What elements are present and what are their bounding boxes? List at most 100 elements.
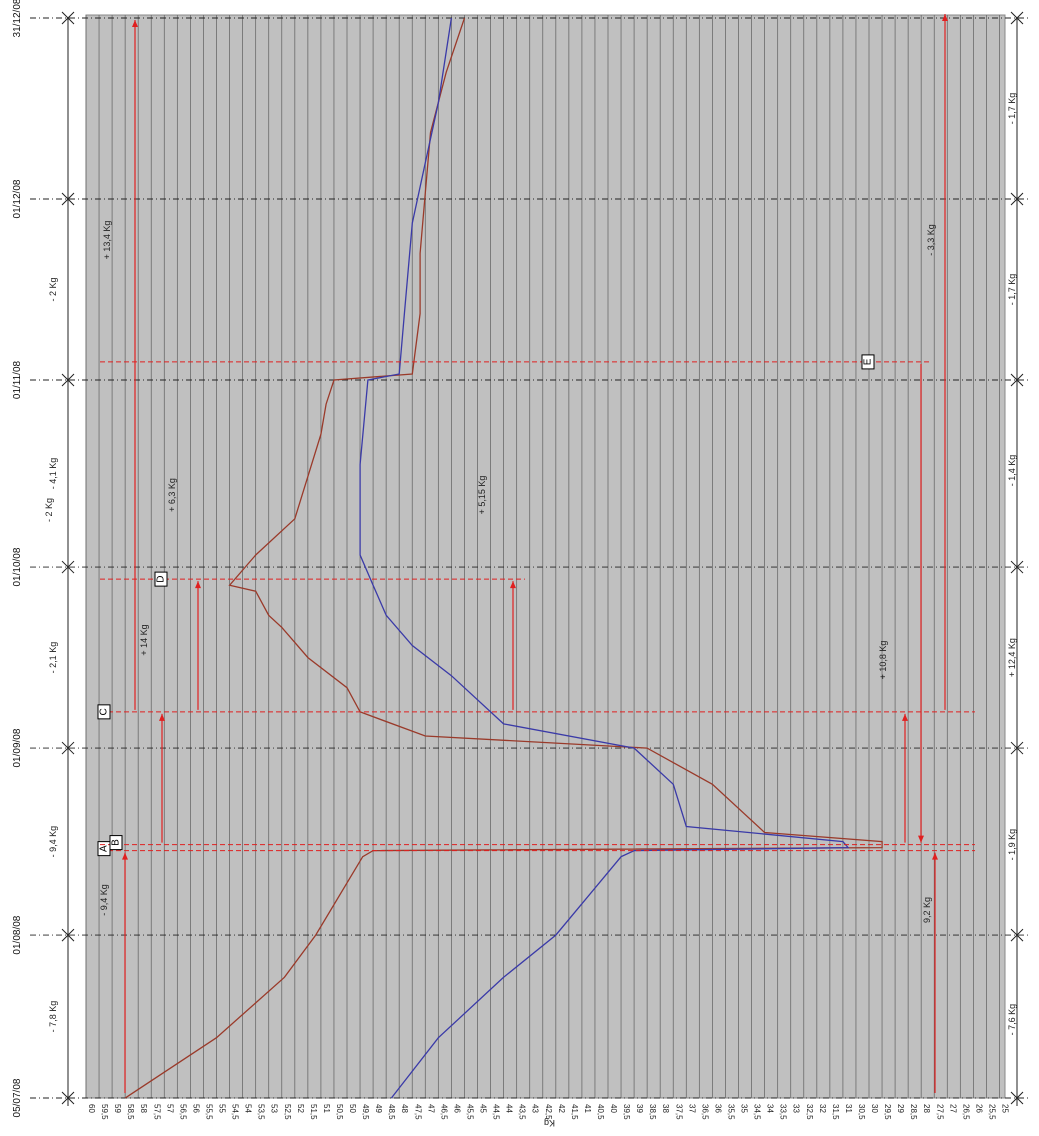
annotation-box-e [861,354,875,370]
arrow-top-loss-head [122,852,128,860]
interval-label-top: - 9,4 Kg [48,826,58,858]
kg-tick-label: 40 [609,1104,618,1113]
gridlines [85,15,1000,1098]
arrow-value-label: - 2 Kg [44,498,54,522]
date-marker-left [61,741,75,755]
kg-tick-label: 44 [505,1104,514,1113]
date-marker-right [1010,1091,1024,1105]
date-marker-right [1010,560,1024,574]
kg-tick-label: 45 [479,1104,488,1113]
interval-label-bottom: - 1,9 Kg [1007,829,1017,861]
kg-tick-label: 43,5 [518,1104,527,1120]
kg-tick-label: 57,5 [152,1104,161,1120]
annotation-box-c [97,704,111,720]
annotations: - 7,8 Kg - 9,4 Kg - 2,1 Kg - 4,1 Kg - 2 Kg - … [44,14,1017,1093]
kg-tick-label: 36 [713,1104,722,1113]
date-label: 01/10/08 [12,547,23,586]
date-label: 01/12/08 [12,179,23,218]
date-label: 05/07/08 [12,1078,23,1117]
kg-tick-label: 27 [948,1104,957,1113]
kg-tick-label: 37 [687,1104,696,1113]
annotation-label-c: C [99,708,110,715]
arrow-top-gain-14-head [159,713,165,721]
arrow-value-label: + 14 Kg [139,624,149,655]
kg-tick-label: 38 [661,1104,670,1113]
kg-tick-label: 46 [452,1104,461,1113]
date-label: 31/12/08 [12,0,23,37]
date-label: 01/11/08 [12,360,23,399]
arrow-top-gain-6-3-head [195,581,201,589]
kg-tick-label: 59,5 [100,1104,109,1120]
kg-tick-label: 35 [740,1104,749,1113]
date-marker-right [1010,741,1024,755]
arrow-value-label: 9,2 Kg [922,897,932,923]
kg-tick-label: 29 [896,1104,905,1113]
kg-tick-label: 38,5 [648,1104,657,1120]
kg-tick-label: 48,5 [387,1104,396,1120]
kg-tick-label: 55,5 [204,1104,213,1120]
date-label: 01/09/08 [12,728,23,767]
kg-tick-label: 52 [296,1104,305,1113]
interval-label-bottom: - 7,6 Kg [1007,1004,1017,1036]
kg-tick-label: 43 [531,1104,540,1113]
date-marker-right [1010,192,1024,206]
annotation-label-d: D [156,576,167,583]
interval-label-bottom: - 1,7 Kg [1007,93,1017,125]
interval-label-bottom: - 1,4 Kg [1007,455,1017,487]
kg-tick-label: 40,5 [596,1104,605,1120]
kg-tick-label: 27,5 [935,1104,944,1120]
kg-tick-label: 41 [583,1104,592,1113]
date-marker-right [1010,928,1024,942]
kg-tick-label: 45,5 [465,1104,474,1120]
kg-axis: 60 59,5 59 58,5 58 57,5 57 56,5 56 55,5 55 54,5 54 53… [87,1104,1010,1120]
date-marker-left [61,1091,75,1105]
kg-tick-label: 54,5 [231,1104,240,1120]
date-label: 01/08/08 [12,915,23,954]
series-line-2 [359,17,850,1099]
kg-tick-label: 35,5 [726,1104,735,1120]
interval-label-top: - 4,1 Kg [48,458,58,490]
kg-tick-label: 42,5 [544,1104,553,1120]
date-marker-left [61,11,75,25]
kg-tick-label: 50,5 [335,1104,344,1120]
kg-tick-label: 60 [87,1104,96,1113]
kg-tick-label: 59 [113,1104,122,1113]
kg-tick-label: 31,5 [831,1104,840,1120]
arrow-bottom-gain-12-4-head [942,14,948,21]
date-axis: 05/07/08 01/08/08 01/09/08 01/10/08 01/11/08… [12,0,1030,1117]
kg-tick-label: 41,5 [570,1104,579,1120]
kg-tick-label: 56 [191,1104,200,1113]
date-marker-left [61,373,75,387]
interval-label-top: - 2,1 Kg [48,642,58,674]
kg-tick-label: 44,5 [492,1104,501,1120]
kg-tick-label: 56,5 [178,1104,187,1120]
arrow-value-label: - 9,4 Kg [99,884,109,916]
interval-label-top: - 2 Kg [48,278,58,302]
kg-tick-label: 30 [870,1104,879,1113]
kg-tick-label: 50 [348,1104,357,1113]
arrow-mid-gain-head [510,581,516,589]
arrow-value-label: + 6,3 Kg [167,478,177,512]
arrow-bottom-drop-head [918,835,924,843]
kg-tick-label: 25,5 [987,1104,996,1120]
kg-tick-label: 42 [557,1104,566,1113]
date-marker-left [61,928,75,942]
annotation-box-b [109,835,123,851]
annotation-label-a: A [99,845,110,852]
arrow-top-gain-13-4-head [132,20,138,27]
kg-tick-label: 39,5 [622,1104,631,1120]
arrow-bottom-loss-head [932,852,938,860]
date-marker-left [61,560,75,574]
kg-tick-label: 53,5 [257,1104,266,1120]
arrow-value-label: + 13,4 Kg [102,221,112,260]
kg-tick-label: 58,5 [126,1104,135,1120]
kg-tick-label: 31 [844,1104,853,1113]
arrow-bottom-gain-head [902,713,908,721]
arrow-value-label: - 3,3 Kg [926,224,936,256]
kg-tick-label: 28,5 [909,1104,918,1120]
kg-tick-label: 37,5 [674,1104,683,1120]
kg-tick-label: 33 [792,1104,801,1113]
date-marker-left [61,192,75,206]
kg-tick-label: 54 [244,1104,253,1113]
